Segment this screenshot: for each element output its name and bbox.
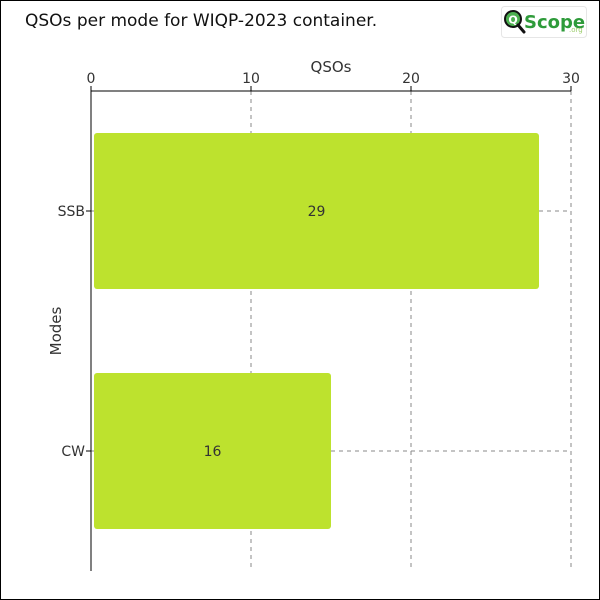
qscope-logo: Q Scope .org — [501, 6, 587, 38]
bar-ssb — [94, 133, 539, 289]
bars — [94, 133, 539, 529]
y-axis-title: Modes — [47, 306, 65, 355]
data-label-ssb: 29 — [308, 204, 326, 220]
x-tick-label: 10 — [242, 71, 260, 87]
data-label-cw: 16 — [204, 444, 222, 460]
x-tick-label: 30 — [562, 71, 580, 87]
y-tick-label-ssb: SSB — [58, 204, 85, 220]
logo-q-text: Q — [508, 14, 517, 27]
chart-title: QSOs per mode for WIQP-2023 container. — [25, 11, 378, 31]
labels: 29 16 0 10 20 30 SSB CW QSOs Modes — [47, 58, 580, 460]
logo-scope-text: Scope — [524, 12, 585, 33]
x-tick-label: 20 — [402, 71, 420, 87]
x-tick-label: 0 — [87, 71, 96, 87]
axes — [86, 86, 572, 571]
logo-tld-text: .org — [569, 26, 583, 34]
y-tick-label-cw: CW — [61, 444, 85, 460]
bar-cw — [94, 373, 331, 529]
x-axis-title: QSOs — [311, 58, 352, 76]
